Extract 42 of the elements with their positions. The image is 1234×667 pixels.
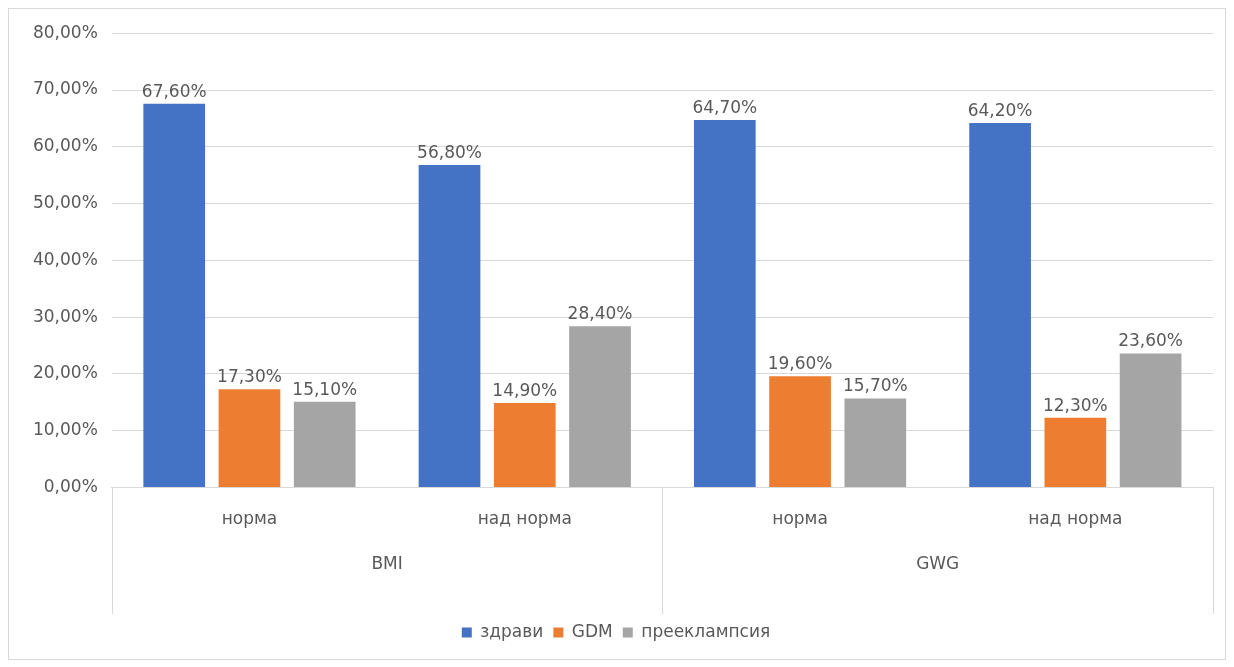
legend-label: здрави bbox=[480, 620, 544, 641]
bar bbox=[844, 398, 907, 488]
bar bbox=[493, 402, 556, 488]
y-tick-label: 20,00% bbox=[32, 362, 98, 383]
y-tick-label: 10,00% bbox=[32, 419, 98, 440]
data-label: 12,30% bbox=[1042, 394, 1108, 415]
data-label: 14,90% bbox=[492, 379, 558, 400]
data-label: 67,60% bbox=[141, 80, 207, 101]
y-tick-label: 40,00% bbox=[32, 248, 98, 269]
data-label: 64,20% bbox=[967, 99, 1033, 120]
data-label: 19,60% bbox=[767, 353, 833, 374]
data-label: 17,30% bbox=[217, 366, 282, 387]
legend-label: GDM bbox=[571, 620, 613, 641]
y-tick-label: 60,00% bbox=[32, 135, 98, 156]
text: GWG bbox=[916, 553, 960, 574]
bar bbox=[569, 326, 631, 488]
y-tick-label: 80,00% bbox=[32, 21, 98, 42]
x-tick-label: над норма bbox=[1028, 508, 1123, 529]
x-tick-label: над норма bbox=[477, 508, 572, 529]
legend-label: прееклампсия bbox=[641, 620, 771, 641]
data-label: 28,40% bbox=[567, 303, 633, 324]
bar bbox=[418, 164, 481, 488]
bar bbox=[218, 389, 281, 488]
data-label: 15,10% bbox=[292, 378, 358, 399]
data-label: 56,80% bbox=[417, 141, 482, 162]
data-label: 23,60% bbox=[1118, 330, 1184, 351]
data-label: 15,70% bbox=[842, 375, 908, 396]
bar bbox=[1044, 417, 1107, 488]
text: BMI bbox=[371, 553, 403, 574]
y-tick-label: 30,00% bbox=[32, 305, 98, 326]
bar bbox=[969, 122, 1031, 488]
bar bbox=[693, 120, 756, 488]
y-tick-label: 50,00% bbox=[32, 192, 98, 213]
y-tick-label: 70,00% bbox=[32, 78, 98, 99]
x-tick-label: норма bbox=[221, 508, 278, 529]
y-tick-label: 0,00% bbox=[43, 476, 98, 497]
bar bbox=[1119, 353, 1182, 488]
bar bbox=[769, 376, 831, 488]
data-label: 64,70% bbox=[692, 97, 758, 118]
bar bbox=[143, 103, 206, 488]
x-tick-label: норма bbox=[772, 508, 828, 529]
bar bbox=[293, 401, 356, 488]
